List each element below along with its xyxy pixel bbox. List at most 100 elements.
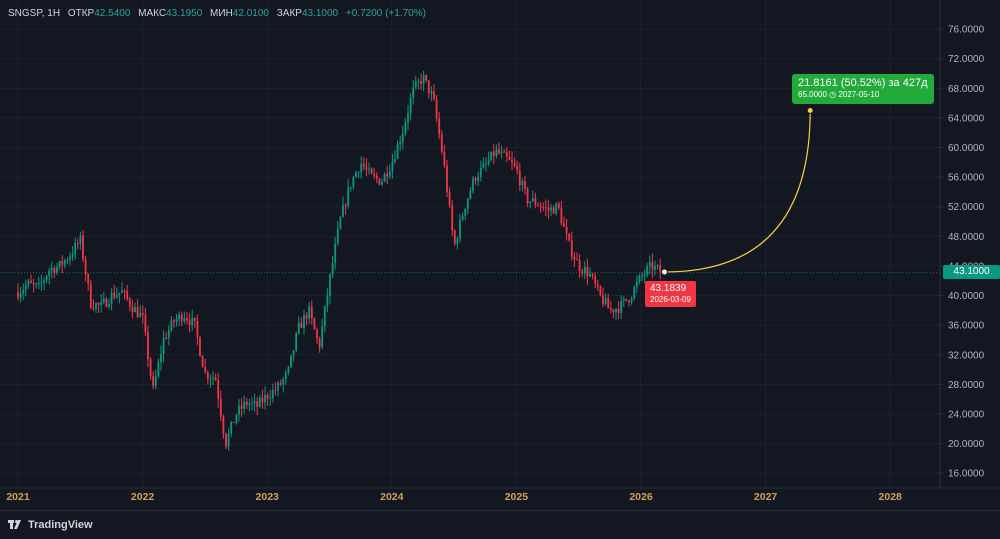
candle-body [290, 355, 292, 367]
candle-body [612, 309, 615, 313]
candle-body [508, 156, 511, 160]
candle-body [53, 268, 56, 274]
candle-body [503, 151, 506, 153]
candle-body [193, 317, 196, 322]
candle-body [76, 243, 79, 245]
candle-body [157, 362, 160, 377]
candle-body [352, 177, 355, 187]
candle-body [154, 376, 157, 387]
candle-body [188, 320, 191, 325]
candle-body [295, 333, 298, 351]
candle-body [599, 286, 602, 295]
candle-body [625, 298, 628, 301]
candle-body [261, 397, 264, 403]
candle-body [126, 291, 129, 299]
candle-body [139, 312, 142, 318]
candle-body [342, 205, 344, 218]
candle-body [334, 243, 337, 264]
candle-body [199, 337, 201, 357]
candle-body [555, 203, 558, 214]
ticker-symbol[interactable]: SNGSP, 1Н [8, 8, 61, 19]
candle-body [586, 267, 589, 277]
ohlc-legend: SNGSP, 1Н ОТКР42.5400 МАКС43.1950 МИН42.… [8, 8, 426, 19]
y-tick-label: 48.0000 [948, 232, 985, 243]
projection-label[interactable]: 21.8161 (50.52%) за 427д 65.0000 ◷ 2027-… [792, 74, 934, 104]
candle-body [191, 317, 194, 325]
candle-body [89, 283, 92, 309]
candle-body [316, 329, 318, 339]
candle-body [297, 322, 300, 334]
candle-body [204, 367, 207, 373]
candle-body [362, 163, 365, 167]
candle-body [417, 81, 420, 83]
candle-body [357, 172, 360, 174]
candle-body [167, 330, 170, 339]
candle-body [474, 178, 477, 181]
x-tick-label: 2028 [879, 491, 903, 503]
candle-body [440, 134, 443, 153]
chart-grid [0, 0, 940, 488]
candle-body [370, 168, 373, 174]
y-tick-label: 16.0000 [948, 469, 985, 480]
projection-target: 65.0000 [798, 90, 827, 99]
candle-body [323, 306, 326, 327]
candle-body [92, 308, 95, 310]
candle-body [641, 275, 643, 277]
tradingview-icon [8, 520, 21, 529]
candle-body [214, 377, 217, 381]
tradingview-logo[interactable]: TradingView [8, 519, 93, 531]
candle-body [386, 173, 389, 177]
candle-body [19, 293, 22, 298]
candle-body [615, 308, 617, 313]
candle-body [243, 401, 246, 409]
candle-body [147, 332, 149, 360]
candle-body [232, 421, 235, 423]
candle-body [152, 375, 155, 387]
candle-body [609, 308, 612, 310]
open-value: 42.5400 [94, 8, 131, 19]
projection-date: 2027-05-10 [838, 90, 880, 99]
projection-end-point [806, 107, 814, 115]
projection-layer [660, 107, 814, 276]
y-tick-label: 72.0000 [948, 54, 985, 65]
candle-body [490, 151, 493, 161]
candle-body [321, 326, 324, 348]
candle-body [630, 298, 633, 303]
candle-body [643, 274, 646, 276]
candle-body [17, 291, 19, 298]
candle-body [394, 158, 396, 162]
candle-body [227, 433, 230, 447]
candle-body [443, 152, 446, 166]
candle-body [583, 267, 586, 274]
candle-body [477, 177, 480, 181]
candle-body [498, 149, 500, 154]
time-axis: 2021 2022 2023 2024 2025 2026 2027 2028 [0, 487, 1000, 503]
candle-body [253, 401, 256, 403]
candle-body [550, 207, 552, 211]
candle-body [63, 260, 66, 265]
candle-body [48, 270, 51, 277]
candle-body [448, 192, 451, 206]
candle-body [313, 318, 316, 330]
candle-body [485, 163, 487, 165]
candle-body [534, 198, 537, 205]
candle-body [581, 271, 584, 274]
candle-body [266, 395, 269, 399]
price-axis: 16.0000 20.0000 24.0000 28.0000 32.0000 36.00… [939, 0, 985, 488]
projection-curve [664, 110, 811, 273]
candle-body [500, 151, 503, 154]
candle-body [524, 181, 526, 190]
projection-change: 21.8161 (50.52%) за 427д [798, 77, 928, 89]
candle-body [128, 298, 131, 307]
candle-body [264, 395, 266, 403]
candle-body [435, 99, 438, 119]
candle-body [433, 91, 435, 100]
candle-body [115, 295, 118, 298]
candle-body [344, 205, 347, 207]
candle-body [591, 273, 594, 277]
candle-body [570, 240, 573, 257]
candle-body [173, 320, 175, 322]
high-label: МАКС [138, 8, 167, 19]
candle-body [186, 317, 188, 321]
